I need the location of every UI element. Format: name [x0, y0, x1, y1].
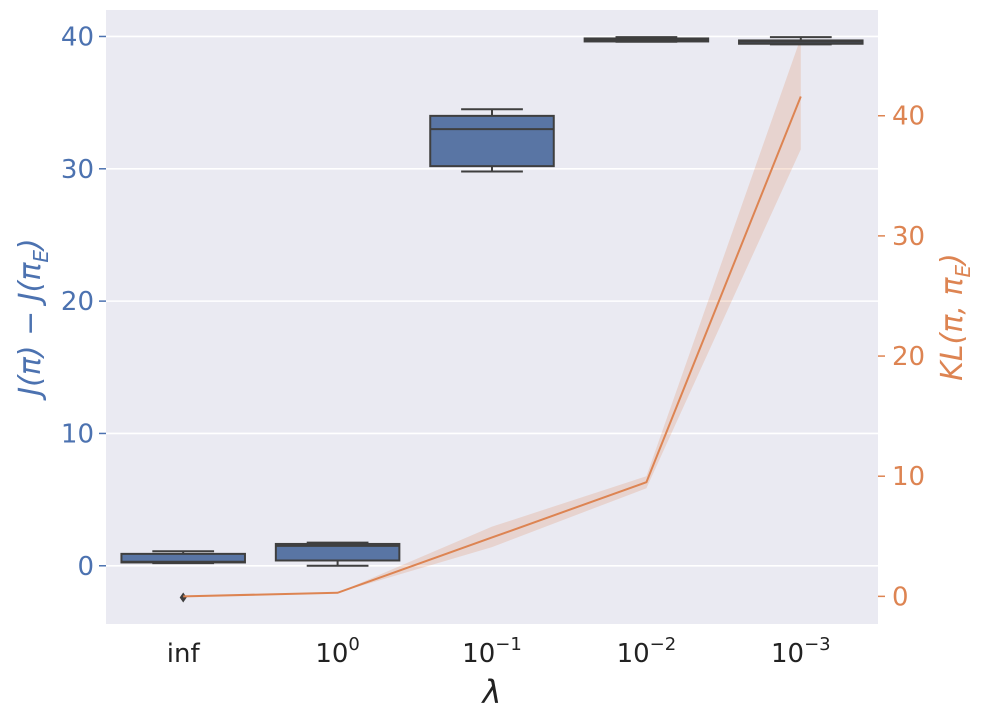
kl-mean-line — [183, 96, 802, 598]
left-axis-label-close: ) — [13, 238, 48, 252]
left-axis-ticks: 0 10 20 30 40 — [61, 22, 106, 582]
box-layer — [120, 36, 864, 603]
right-axis-label-main: KL(π, π — [935, 277, 970, 381]
left-tick-label-1: 10 — [61, 419, 94, 449]
right-tick-label-3: 30 — [892, 222, 925, 252]
left-tick-label-4: 40 — [61, 22, 94, 52]
x-tick-label-0: inf — [167, 639, 201, 669]
right-tick-label-1: 10 — [892, 462, 925, 492]
left-tick-label-0: 0 — [77, 552, 94, 582]
box-3 — [583, 36, 710, 43]
box-1 — [274, 541, 401, 567]
right-tick-label-4: 40 — [892, 102, 925, 132]
box-0-outlier-0 — [179, 592, 187, 603]
box-2-body — [429, 114, 555, 168]
x-axis-label: λ — [481, 673, 502, 711]
right-tick-label-2: 20 — [892, 342, 925, 372]
left-axis-label-subscript: E — [29, 250, 53, 263]
left-tick-label-3: 30 — [61, 155, 94, 185]
right-axis-label-close: ) — [935, 253, 970, 267]
left-axis-label-main: J(π) − J(π — [13, 262, 48, 401]
x-axis-ticks: inf 100 10−1 10−2 10−3 — [167, 634, 831, 669]
box-1-body — [274, 542, 401, 562]
box-2 — [429, 108, 555, 173]
left-axis-label: J(π) − J(πE) — [13, 238, 53, 401]
right-axis-ticks: 0 10 20 30 40 — [878, 102, 925, 612]
left-tick-label-2: 20 — [61, 287, 94, 317]
right-axis-label: KL(π, πE) — [935, 253, 975, 381]
right-tick-label-0: 0 — [892, 582, 909, 612]
x-tick-label-1: 100 — [315, 634, 360, 669]
box-0 — [120, 550, 246, 603]
kl-line-layer — [183, 96, 802, 598]
x-tick-label-3: 10−2 — [617, 634, 677, 669]
x-tick-label-2: 10−1 — [462, 634, 522, 669]
right-axis-label-subscript: E — [951, 265, 975, 278]
box-4 — [738, 36, 864, 46]
x-tick-label-4: 10−3 — [771, 634, 831, 669]
